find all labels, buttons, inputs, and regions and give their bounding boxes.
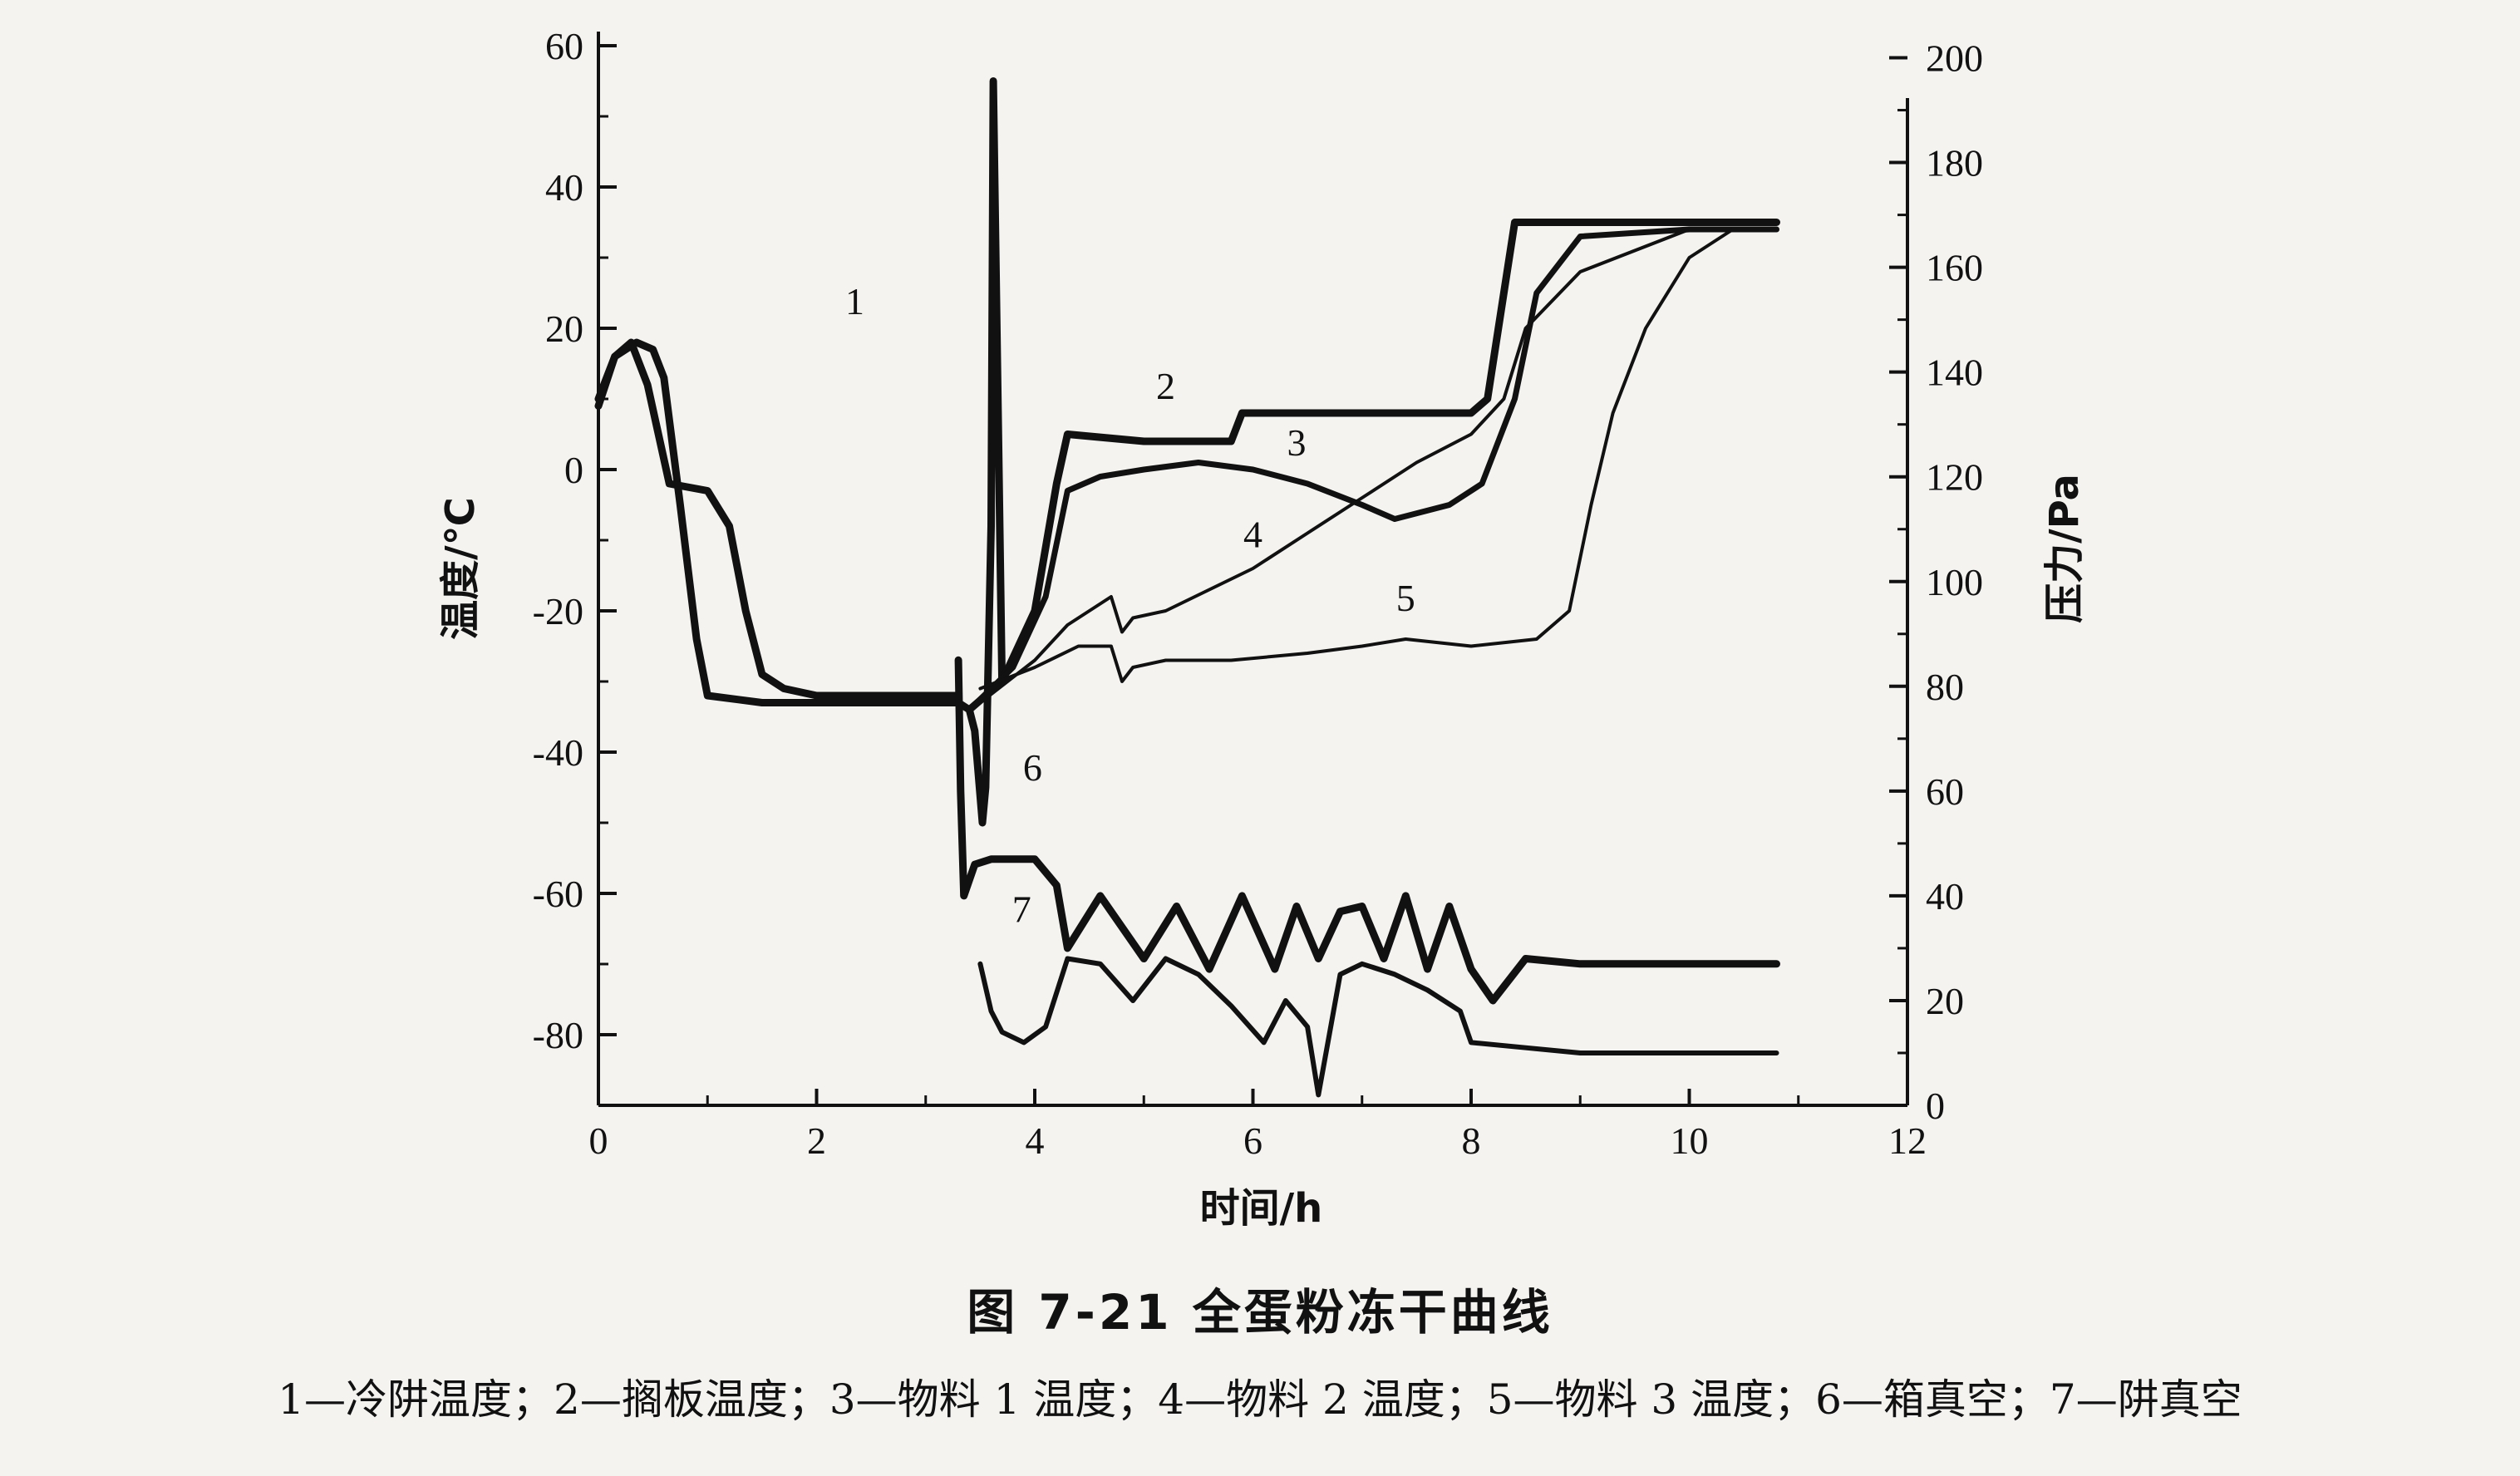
y-tick-label: 60 <box>545 25 583 67</box>
figure-legend-text: 1—冷阱温度；2—搁板温度；3—物料 1 温度；4—物料 2 温度；5—物料 3… <box>278 1375 2242 1424</box>
series-label-3: 3 <box>1287 421 1307 464</box>
y2-tick-label: 100 <box>1926 561 1983 603</box>
series-line-1-7 <box>594 338 962 700</box>
x-tick-label: 10 <box>1671 1119 1709 1162</box>
y2-tick-label: 180 <box>1926 142 1983 184</box>
y2-axis-title: 压力/Pa <box>2041 474 2088 623</box>
y-tick-label: 40 <box>545 166 583 209</box>
series-label-2: 2 <box>1156 365 1175 407</box>
x-axis-title: 时间/h <box>1200 1185 1323 1232</box>
series-line-1-0 <box>594 77 1007 827</box>
series-label-4: 4 <box>1243 514 1262 556</box>
x-tick-label: 12 <box>1888 1119 1927 1162</box>
series-line-2-1 <box>965 219 1780 714</box>
series-label-7: 7 <box>1012 888 1031 930</box>
y2-tick-label: 40 <box>1926 875 1964 918</box>
x-tick-label: 8 <box>1462 1119 1481 1162</box>
y2-tick-label: 60 <box>1926 770 1964 813</box>
figure-title: 图 7-21 全蛋粉冻干曲线 <box>967 1284 1553 1341</box>
series-line-6-5 <box>954 656 1780 1005</box>
y-tick-label: -60 <box>533 873 583 915</box>
y-tick-label: -80 <box>533 1014 583 1056</box>
y-tick-label: -20 <box>533 590 583 632</box>
y2-tick-label: 160 <box>1926 247 1983 289</box>
series-label-5: 5 <box>1396 577 1415 619</box>
y-tick-label: 0 <box>564 449 583 491</box>
x-tick-label: 0 <box>589 1119 608 1162</box>
y2-tick-label: 80 <box>1926 666 1964 708</box>
series-label-1: 1 <box>845 280 864 322</box>
y2-tick-label: 120 <box>1926 456 1983 499</box>
y-axis-title: 温度/℃ <box>437 497 484 640</box>
x-tick-label: 6 <box>1243 1119 1262 1162</box>
x-tick-label: 4 <box>1026 1119 1045 1162</box>
y2-tick-label: 0 <box>1926 1085 1945 1127</box>
y2-tick-label: 20 <box>1926 980 1964 1022</box>
y-tick-label: 20 <box>545 308 583 350</box>
series-line-4-3 <box>978 228 1779 705</box>
x-tick-label: 2 <box>807 1119 826 1162</box>
series-line-7-6 <box>977 956 1779 1098</box>
series-line-3-2 <box>966 226 1779 713</box>
series-line-5-4 <box>978 228 1779 691</box>
y-tick-label: -40 <box>533 731 583 774</box>
series-label-6: 6 <box>1023 746 1042 789</box>
y2-tick-label: 140 <box>1926 352 1983 394</box>
freeze-drying-chart: 0 2 4 6 8 10 12-80-60-40-200204060020406080100… <box>437 25 2088 1232</box>
y2-tick-label: 200 <box>1926 37 1983 80</box>
